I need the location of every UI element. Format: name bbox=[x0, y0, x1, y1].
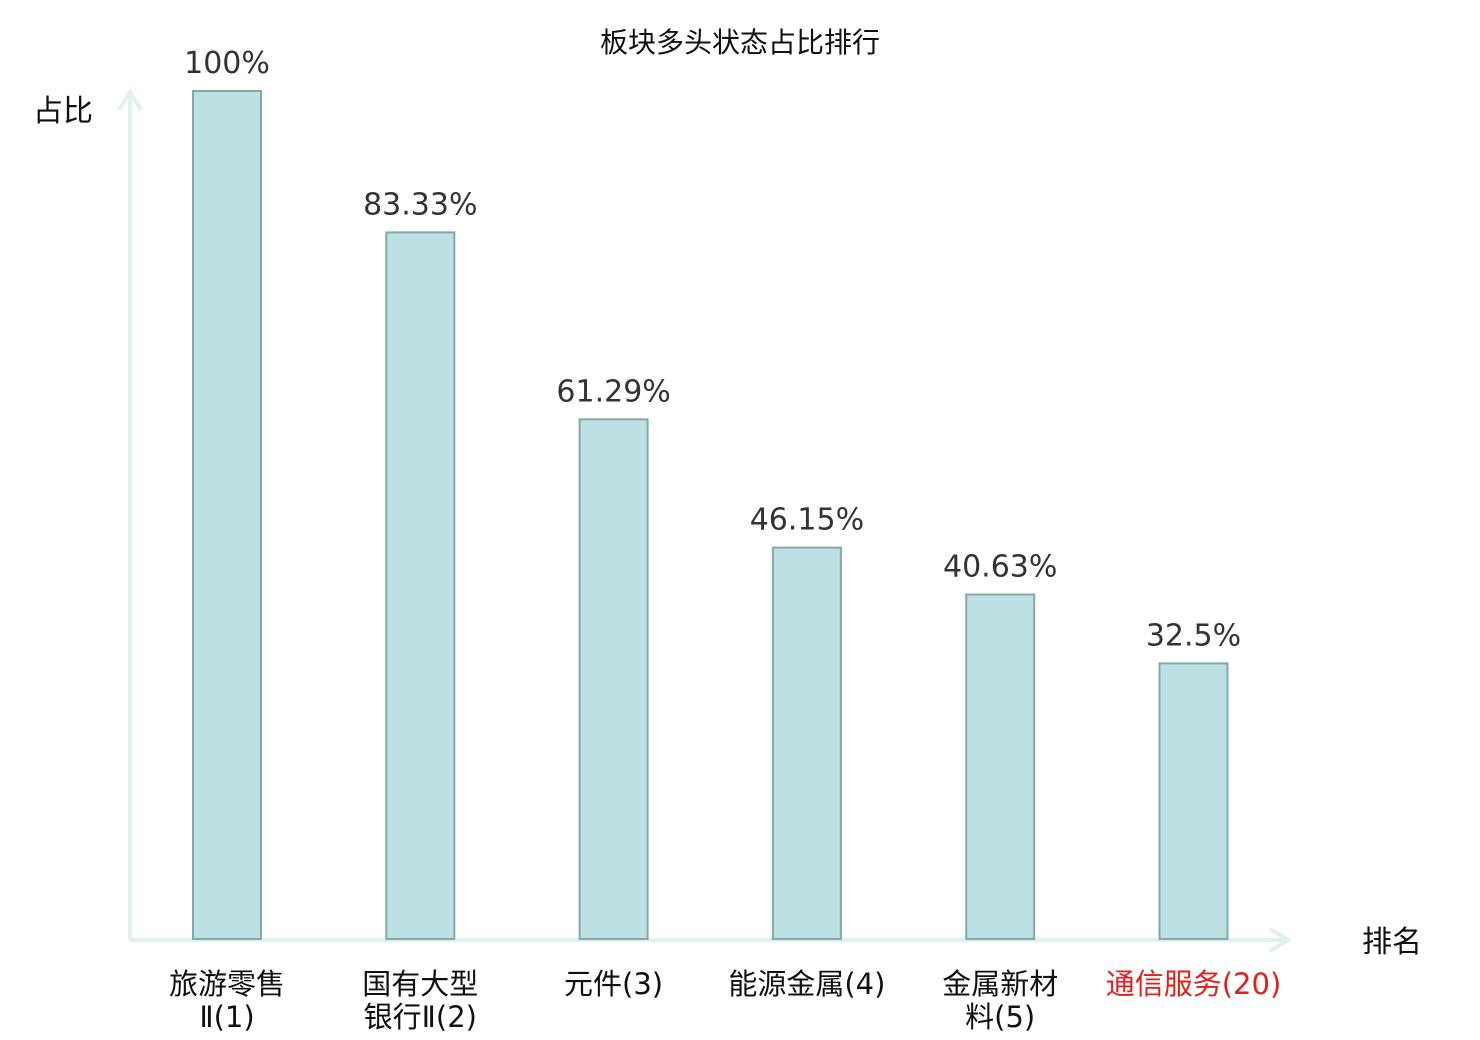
value-label-6: 32.5% bbox=[1146, 618, 1241, 653]
category-label-5: 金属新材料(5) bbox=[942, 967, 1058, 1034]
category-name-line: Ⅱ bbox=[199, 1000, 213, 1034]
y-axis-arrow bbox=[117, 88, 143, 112]
category-name-line: 元件 bbox=[564, 967, 622, 1001]
chart-title: 板块多头状态占比排行 bbox=[600, 26, 880, 59]
category-rank: (20) bbox=[1222, 967, 1282, 1001]
category-rank: (4) bbox=[844, 967, 885, 1001]
category-rank: (5) bbox=[994, 1000, 1035, 1034]
value-label-2: 83.33% bbox=[363, 187, 477, 222]
category-rank: (2) bbox=[436, 1000, 477, 1034]
category-label-3: 元件(3) bbox=[564, 967, 663, 1001]
x-axis-label: 排名 bbox=[1362, 925, 1422, 960]
category-label-1: 旅游零售 Ⅱ(1) bbox=[169, 967, 285, 1034]
category-name-line: 银行Ⅱ bbox=[364, 1000, 436, 1034]
x-axis-arrow bbox=[1268, 927, 1292, 953]
bar-6 bbox=[1158, 662, 1229, 941]
bar-4 bbox=[771, 546, 842, 940]
category-name-line: 料 bbox=[965, 1000, 994, 1034]
category-label-2: 国有大型银行Ⅱ(2) bbox=[362, 967, 478, 1034]
bars-group bbox=[192, 90, 1229, 941]
category-label-6: 通信服务(20) bbox=[1106, 967, 1282, 1001]
bar-1 bbox=[192, 90, 262, 940]
category-label-4: 能源金属(4) bbox=[728, 967, 885, 1001]
y-axis-label: 占比 bbox=[33, 94, 93, 129]
category-name-line: 能源金属 bbox=[728, 967, 844, 1001]
value-label-4: 46.15% bbox=[750, 503, 864, 538]
value-label-1: 100% bbox=[184, 46, 270, 81]
bar-2 bbox=[385, 231, 456, 940]
category-rank: (1) bbox=[214, 1000, 255, 1034]
category-rank: (3) bbox=[622, 967, 663, 1001]
category-labels-group: 旅游零售 Ⅱ(1) 国有大型银行Ⅱ(2) 元件(3) 能源金属(4) 金属新材料(5) 通信… bbox=[169, 967, 1281, 1034]
category-name-line: 通信服务 bbox=[1106, 967, 1222, 1001]
value-labels-group: 100% 83.33% 61.29% 46.15% 40.63% 32.5% bbox=[184, 46, 1241, 653]
bar-3 bbox=[578, 418, 649, 940]
category-name-line: 国有大型 bbox=[362, 967, 478, 1001]
category-name-line: 金属新材 bbox=[942, 967, 1058, 1001]
category-name-line: 旅游零售 bbox=[169, 967, 285, 1001]
value-label-3: 61.29% bbox=[556, 374, 670, 409]
bar-5 bbox=[965, 593, 1036, 940]
value-label-5: 40.63% bbox=[943, 550, 1057, 585]
